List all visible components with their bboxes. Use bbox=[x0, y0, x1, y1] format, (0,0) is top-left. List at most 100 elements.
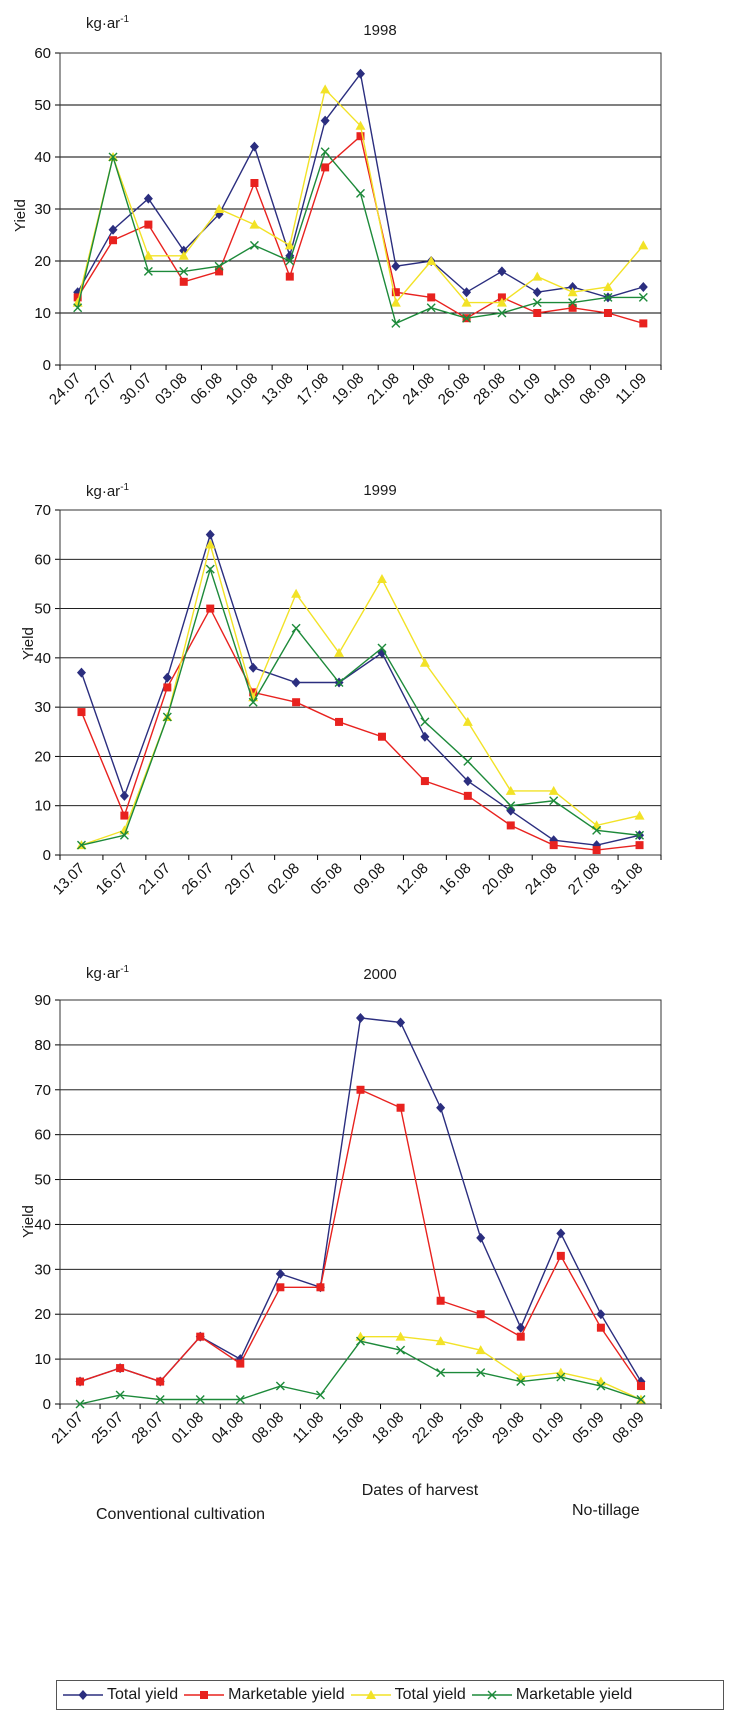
data-point bbox=[356, 188, 365, 198]
chart-panel-1998: kg·ar-1 1998 Yield 0 10 20 30 40 50 60 24.07 27.… bbox=[0, 0, 729, 480]
data-point bbox=[235, 1395, 245, 1405]
data-point bbox=[419, 657, 430, 667]
data-point bbox=[476, 1368, 486, 1378]
series-line bbox=[80, 607, 640, 851]
y-tick-label: 50 bbox=[34, 1172, 51, 1189]
data-point bbox=[506, 801, 516, 811]
data-point bbox=[315, 1390, 325, 1400]
data-point bbox=[556, 1251, 565, 1260]
data-point bbox=[556, 1372, 566, 1382]
data-point bbox=[391, 318, 401, 328]
data-point bbox=[497, 308, 507, 318]
legend-label: Total yield bbox=[394, 1686, 466, 1703]
y-tick-label: 30 bbox=[34, 699, 51, 716]
x-tick-label: 13.07 bbox=[50, 860, 89, 899]
legend-label: Marketable yield bbox=[515, 1686, 633, 1703]
y-tick-label: 40 bbox=[34, 149, 51, 166]
data-point bbox=[205, 539, 216, 549]
data-point bbox=[396, 1103, 405, 1112]
data-point bbox=[556, 1228, 566, 1239]
data-point bbox=[249, 240, 259, 250]
y-tick-label: 50 bbox=[34, 97, 51, 114]
data-point bbox=[205, 529, 215, 540]
x-tick-label: 05.08 bbox=[307, 860, 346, 899]
series-line bbox=[77, 134, 644, 325]
data-point bbox=[497, 266, 507, 277]
chart-title: 1998 bbox=[363, 22, 397, 39]
data-point bbox=[395, 1331, 406, 1341]
unit-label: kg·ar-1 bbox=[86, 14, 130, 32]
y-tick-label: 0 bbox=[43, 357, 51, 374]
data-point bbox=[639, 319, 648, 328]
data-point bbox=[506, 805, 516, 816]
data-point bbox=[108, 224, 118, 235]
x-tick-label: 21.07 bbox=[136, 860, 175, 899]
data-point bbox=[109, 236, 118, 245]
y-tick-label: 0 bbox=[43, 847, 51, 864]
data-point bbox=[426, 256, 437, 265]
y-axis-label: Yield bbox=[20, 627, 37, 660]
data-point bbox=[463, 756, 473, 766]
data-point bbox=[396, 1017, 406, 1028]
x-tick-label: 19.08 bbox=[329, 370, 368, 409]
chart-title: 1999 bbox=[363, 482, 397, 499]
data-point bbox=[496, 297, 507, 307]
x-tick-label: 08.08 bbox=[249, 1409, 288, 1448]
data-point bbox=[476, 1310, 485, 1319]
data-point bbox=[76, 840, 86, 850]
data-point bbox=[76, 1377, 85, 1386]
y-tick-label: 30 bbox=[34, 1261, 51, 1278]
data-point bbox=[214, 261, 224, 271]
data-point bbox=[592, 825, 602, 835]
data-point bbox=[636, 1382, 645, 1391]
y-tick-label: 90 bbox=[34, 992, 51, 1009]
data-point bbox=[250, 179, 259, 187]
line-chart-1998: 0 10 20 30 40 50 60 24.0727.0730.0703.0806.0810… bbox=[34, 45, 662, 409]
data-point bbox=[420, 717, 430, 727]
series-line bbox=[81, 541, 640, 846]
data-point bbox=[179, 266, 189, 276]
data-point bbox=[533, 309, 542, 317]
series-3 bbox=[75, 1336, 646, 1409]
data-point bbox=[144, 220, 153, 229]
data-point bbox=[516, 1332, 525, 1341]
plot-area bbox=[59, 999, 662, 1405]
data-point bbox=[634, 810, 645, 820]
x-tick-label: 16.08 bbox=[436, 860, 475, 899]
series-line bbox=[81, 566, 640, 846]
data-point bbox=[179, 277, 188, 286]
x-tick-label: 28.08 bbox=[470, 370, 509, 409]
data-point bbox=[249, 219, 260, 229]
legend-item: Marketable yield bbox=[471, 1686, 633, 1704]
data-point bbox=[195, 1395, 205, 1405]
x-tick-label: 21.08 bbox=[364, 370, 403, 409]
data-point bbox=[516, 1322, 526, 1333]
x-tick-label: 24.08 bbox=[399, 370, 438, 409]
x-tick-label: 15.08 bbox=[329, 1409, 368, 1448]
legend-swatch bbox=[63, 1690, 103, 1700]
data-point bbox=[427, 293, 436, 302]
data-point bbox=[248, 662, 258, 673]
data-point bbox=[568, 282, 578, 292]
x-tick-label: 08.09 bbox=[609, 1409, 648, 1448]
data-point bbox=[196, 1332, 205, 1341]
data-point bbox=[638, 292, 648, 302]
x-tick-label: 29.07 bbox=[221, 860, 260, 899]
data-point bbox=[320, 84, 331, 94]
data-point bbox=[162, 672, 172, 683]
x-tick-label: 12.08 bbox=[393, 860, 432, 899]
data-point bbox=[568, 303, 577, 312]
x-tick-label: 17.08 bbox=[293, 370, 332, 409]
data-point bbox=[549, 841, 558, 850]
data-point bbox=[214, 204, 225, 213]
data-point bbox=[506, 821, 515, 830]
series-line bbox=[80, 532, 640, 846]
data-point bbox=[75, 1399, 85, 1409]
x-tick-label: 31.08 bbox=[608, 860, 647, 899]
data-point bbox=[532, 271, 543, 281]
annotation-conventional: Conventional cultivation bbox=[96, 1506, 265, 1523]
legend-item: Marketable yield bbox=[184, 1686, 345, 1704]
x-tick-label: 26.07 bbox=[179, 860, 218, 899]
chart-title: 2000 bbox=[363, 966, 397, 983]
